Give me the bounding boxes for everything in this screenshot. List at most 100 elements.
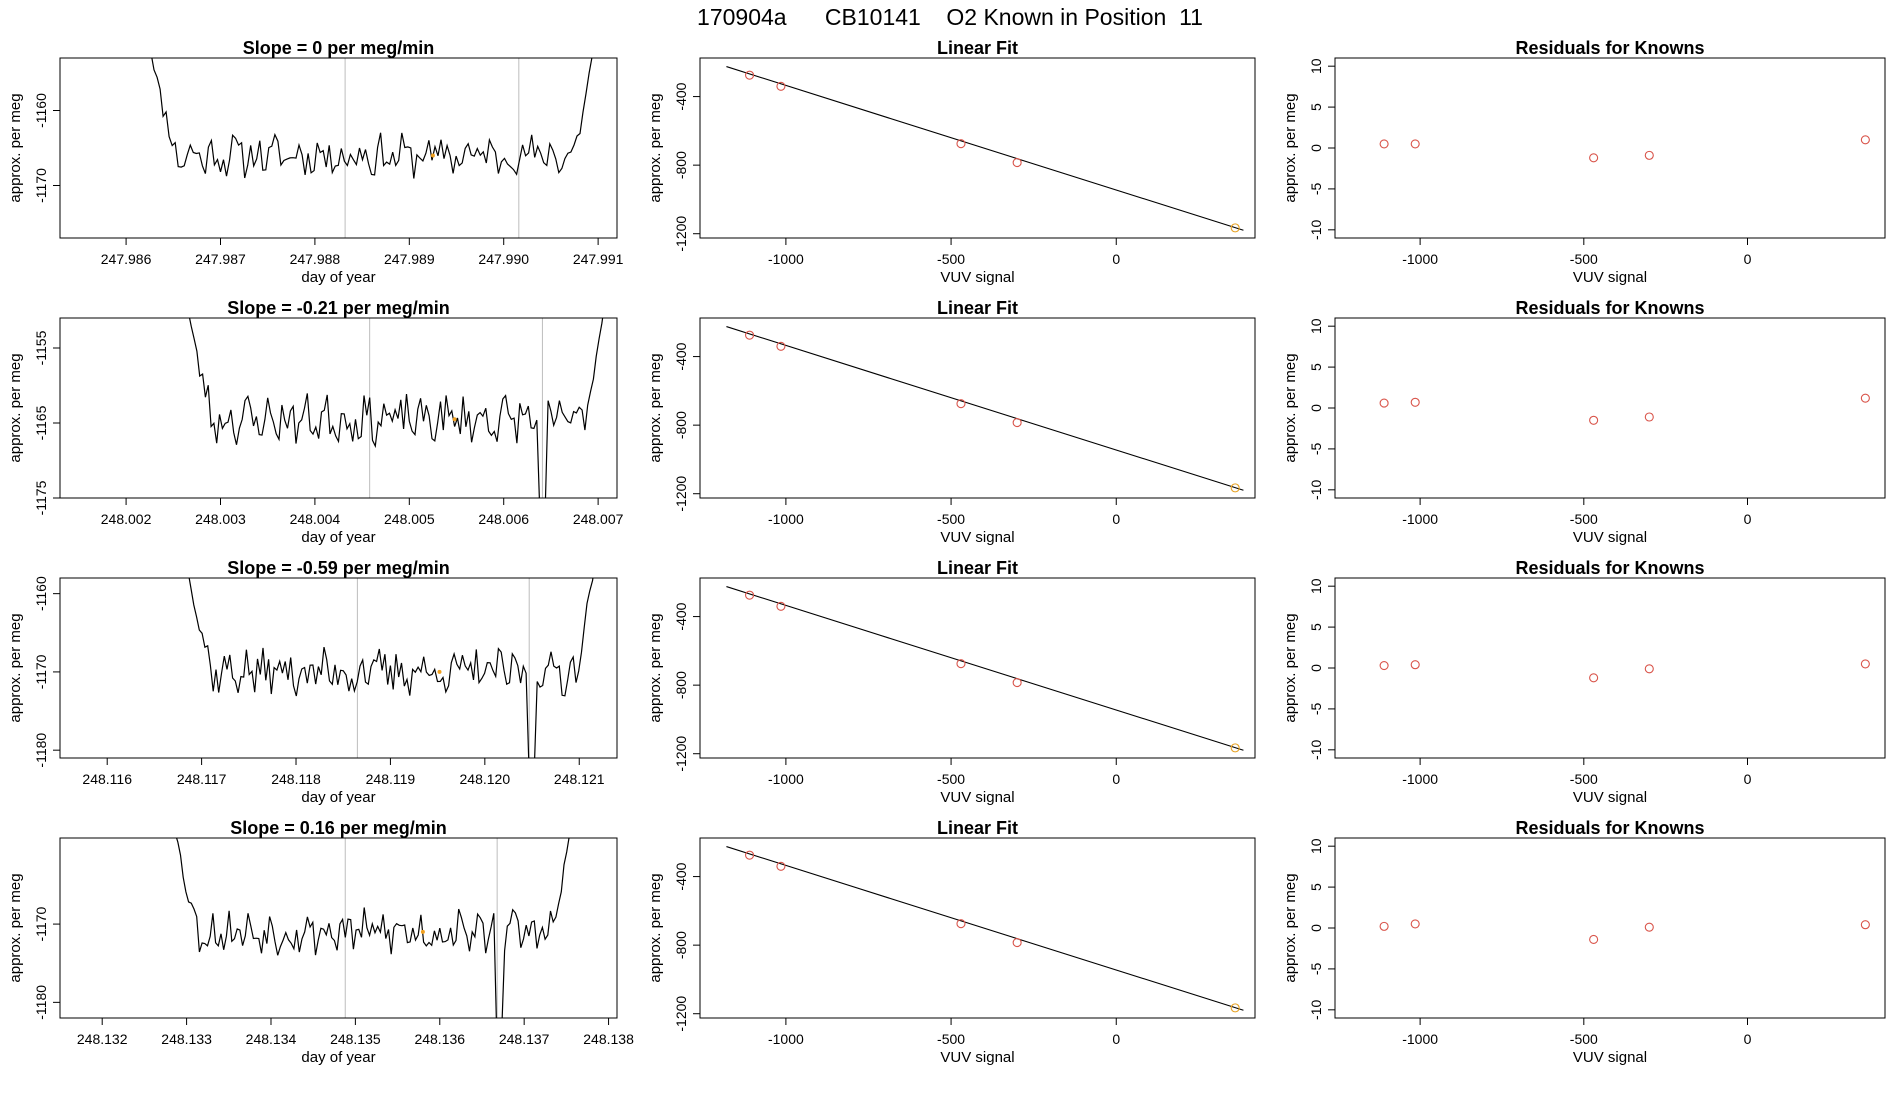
plot-data — [175, 838, 570, 1018]
data-point — [1230, 743, 1240, 753]
y-tick-label: -1170 — [33, 654, 49, 689]
panel-title: Residuals for Knowns — [1515, 38, 1704, 58]
x-tick-label: 248.002 — [101, 511, 152, 527]
x-tick-label: 0 — [1112, 511, 1120, 527]
x-tick-label: 0 — [1744, 251, 1752, 267]
data-point — [956, 919, 966, 929]
y-tick-label: -1160 — [33, 576, 49, 611]
plot-data — [726, 326, 1244, 493]
x-axis-label: VUV signal — [1573, 269, 1647, 286]
y-tick-label: -5 — [1308, 182, 1324, 195]
panel-time-1: Slope = 0 per meg/min 247.986 247.987 247.9… — [7, 38, 624, 286]
x-tick-label: -1000 — [768, 771, 804, 787]
plot-data — [726, 846, 1244, 1013]
data-point — [956, 399, 966, 409]
x-axis-label: VUV signal — [940, 269, 1014, 286]
data-point — [1379, 921, 1389, 931]
x-tick-label: 0 — [1744, 771, 1752, 787]
x-tick-label: 248.134 — [246, 1031, 297, 1047]
panel-title: Slope = 0.16 per meg/min — [230, 818, 447, 838]
data-point — [1410, 919, 1420, 929]
y-tick-label: -1170 — [33, 906, 49, 941]
data-point — [1230, 483, 1240, 493]
highlight-point — [437, 669, 442, 674]
data-point — [1012, 158, 1022, 168]
y-tick-label: -1165 — [33, 405, 49, 440]
data-point — [1860, 393, 1870, 403]
x-tick-label: -1000 — [1402, 511, 1438, 527]
y-tick-label: -5 — [1308, 442, 1324, 455]
y-tick-label: -800 — [673, 151, 689, 179]
y-axis-label: approx. per meg — [647, 93, 664, 202]
x-axis-label: day of year — [301, 1049, 375, 1066]
fit-line — [726, 326, 1244, 491]
y-tick-label: -400 — [673, 342, 689, 370]
x-tick-label: 248.004 — [290, 511, 341, 527]
data-point — [1860, 920, 1870, 930]
y-tick-label: -1170 — [33, 168, 49, 203]
data-point — [1589, 153, 1599, 163]
data-point — [1379, 139, 1389, 149]
y-tick-label: -800 — [673, 671, 689, 699]
plot-data — [726, 586, 1244, 753]
x-axis-label: VUV signal — [940, 1049, 1014, 1066]
x-tick-label: 248.117 — [177, 771, 227, 787]
x-tick-label: 248.005 — [384, 511, 435, 527]
data-point — [1589, 673, 1599, 683]
signal-line — [188, 578, 594, 758]
data-point — [745, 70, 755, 80]
x-tick-label: -1000 — [1402, 251, 1438, 267]
data-point — [745, 590, 755, 600]
y-axis-label: approx. per meg — [7, 93, 24, 202]
plot-frame — [1334, 837, 1886, 1019]
data-point — [776, 341, 786, 351]
data-point — [956, 139, 966, 149]
y-axis-label: approx. per meg — [1282, 613, 1299, 722]
x-tick-label: -500 — [1570, 251, 1598, 267]
x-tick-label: 0 — [1744, 1031, 1752, 1047]
x-tick-label: -500 — [937, 771, 965, 787]
x-tick-label: -500 — [1570, 511, 1598, 527]
data-point — [1644, 412, 1654, 422]
y-tick-label: -1200 — [673, 996, 689, 1032]
plot-data — [726, 66, 1244, 233]
x-axis-label: VUV signal — [940, 529, 1014, 546]
y-axis-label: approx. per meg — [1282, 873, 1299, 982]
panel-time-4: Slope = 0.16 per meg/min 248.132 248.133 24… — [7, 818, 634, 1066]
fit-line — [726, 586, 1244, 751]
y-tick-label: -1200 — [673, 216, 689, 252]
y-tick-label: 5 — [1308, 623, 1324, 631]
panel-fit-2: Linear Fit -1000 -500 0 -400 -800 -1200 VUV sig… — [647, 298, 1256, 546]
y-tick-label: -1180 — [33, 733, 49, 768]
highlight-point — [452, 417, 457, 422]
y-tick-label: -10 — [1308, 999, 1324, 1019]
x-axis-label: day of year — [301, 789, 375, 806]
x-tick-label: -1000 — [1402, 1031, 1438, 1047]
panel-title: Residuals for Knowns — [1515, 818, 1704, 838]
panel-fit-1: Linear Fit -1000 -500 0 -400 -800 -1200 VUV sig… — [647, 38, 1256, 286]
data-point — [745, 850, 755, 860]
panel-time-3: Slope = -0.59 per meg/min 248.116 248.117 2… — [7, 558, 618, 806]
panel-title: Slope = -0.59 per meg/min — [227, 558, 450, 578]
y-axis-label: approx. per meg — [7, 613, 24, 722]
data-point — [1860, 659, 1870, 669]
y-tick-label: -10 — [1308, 739, 1324, 759]
x-axis-label: day of year — [301, 269, 375, 286]
panel-title: Slope = -0.21 per meg/min — [227, 298, 450, 318]
y-tick-label: -1180 — [33, 985, 49, 1020]
y-tick-label: 10 — [1308, 58, 1324, 74]
plot-frame — [1334, 577, 1886, 759]
y-axis-label: approx. per meg — [647, 873, 664, 982]
fit-line — [726, 846, 1244, 1011]
x-tick-label: -1000 — [768, 251, 804, 267]
y-tick-label: -1200 — [673, 476, 689, 512]
y-tick-label: 0 — [1308, 404, 1324, 412]
x-tick-label: 248.003 — [195, 511, 246, 527]
highlight-point — [420, 929, 425, 934]
plot-data — [188, 318, 604, 498]
data-point — [745, 330, 755, 340]
x-tick-label: 247.988 — [290, 251, 341, 267]
x-tick-label: 248.118 — [271, 771, 321, 787]
y-tick-label: -1175 — [33, 480, 49, 515]
x-tick-label: 248.120 — [460, 771, 511, 787]
